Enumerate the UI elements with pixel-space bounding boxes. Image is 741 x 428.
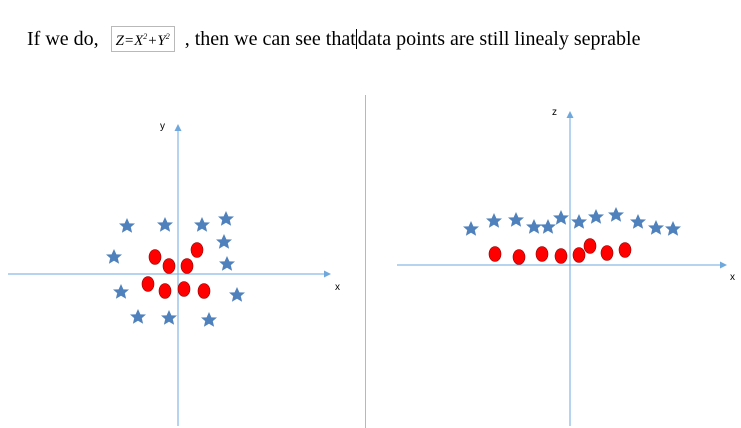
sentence-middle: , then we can see that	[184, 27, 356, 50]
left-y-label: y	[160, 121, 165, 132]
explanation-sentence: If we do, Z=X2+Y2 , then we can see that…	[27, 26, 640, 52]
right-z-label: z	[552, 107, 557, 118]
right-x-label: x	[730, 272, 735, 283]
left-x-label: x	[335, 282, 340, 293]
sentence-prefix: If we do,	[27, 27, 99, 50]
left-circles	[141, 242, 211, 299]
right-plot: x z	[397, 107, 735, 426]
formula-box[interactable]: Z=X2+Y2	[110, 26, 175, 52]
left-plot: x y	[8, 121, 340, 426]
left-stars	[106, 211, 245, 327]
text-cursor	[355, 29, 357, 49]
panel-divider	[365, 95, 366, 428]
sentence-end: data points are still linealy seprable	[357, 27, 641, 50]
right-circles	[488, 238, 632, 265]
right-stars	[463, 207, 681, 236]
